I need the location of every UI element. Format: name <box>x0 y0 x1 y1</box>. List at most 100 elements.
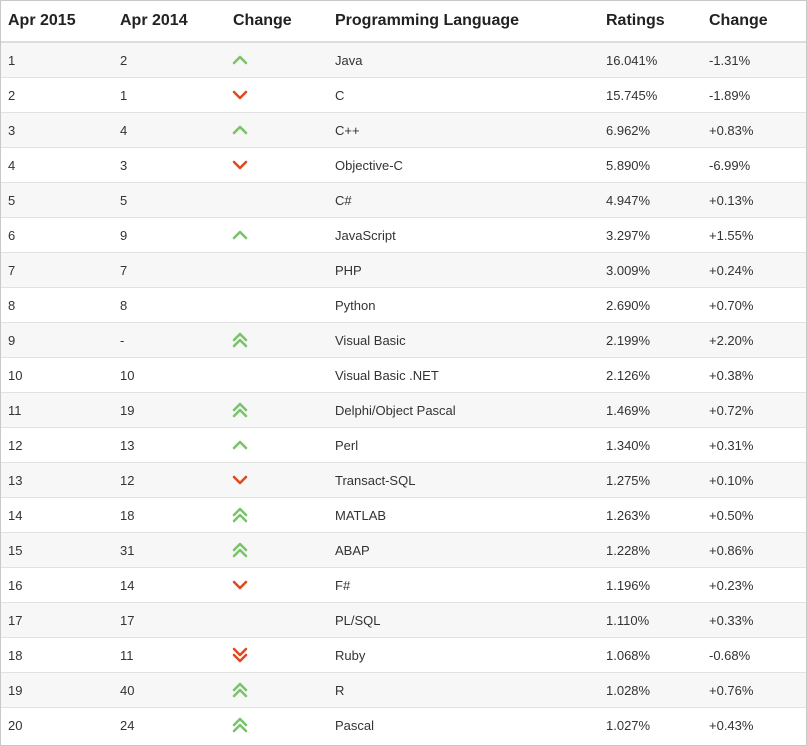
rating: 2.690% <box>599 287 702 323</box>
change-cell <box>226 77 328 113</box>
rating-change: -6.99% <box>702 147 806 183</box>
change-icon <box>232 507 248 523</box>
change-cell <box>226 392 328 428</box>
rating-change: -1.89% <box>702 77 806 113</box>
rank-current: 14 <box>1 497 113 533</box>
language: Objective-C <box>328 147 599 183</box>
column-header: Ratings <box>599 1 702 43</box>
rating: 1.068% <box>599 637 702 673</box>
rank-previous: 19 <box>113 392 226 428</box>
rating-change: +0.10% <box>702 462 806 498</box>
rating: 16.041% <box>599 41 702 78</box>
language: PHP <box>328 252 599 288</box>
change-icon <box>232 682 248 698</box>
rating-change: +0.13% <box>702 182 806 218</box>
header-row: Apr 2015 Apr 2014 Change Programming Langua… <box>1 1 806 43</box>
rating: 1.196% <box>599 567 702 603</box>
rank-current: 15 <box>1 532 113 568</box>
change-cell <box>226 567 328 603</box>
table-row: 4 3 Objective-C 5.890% -6.99% <box>1 147 806 183</box>
change-cell <box>226 497 328 533</box>
rating-change: +0.43% <box>702 707 806 742</box>
column-header: Programming Language <box>328 1 599 43</box>
rating: 3.297% <box>599 217 702 253</box>
change-cell <box>226 147 328 183</box>
table-row: 13 12 Transact-SQL 1.275% +0.10% <box>1 462 806 498</box>
rank-previous: 40 <box>113 672 226 708</box>
rating-change: +1.55% <box>702 217 806 253</box>
change-icon <box>232 717 248 733</box>
table-row: 16 14 F# 1.196% +0.23% <box>1 567 806 603</box>
change-icon <box>232 125 248 135</box>
table-row: 6 9 JavaScript 3.297% +1.55% <box>1 217 806 253</box>
rank-current: 4 <box>1 147 113 183</box>
rating: 4.947% <box>599 182 702 218</box>
rank-current: 6 <box>1 217 113 253</box>
rating: 3.009% <box>599 252 702 288</box>
rank-current: 7 <box>1 252 113 288</box>
change-icon <box>232 55 248 65</box>
rank-current: 9 <box>1 322 113 358</box>
rating-change: +0.24% <box>702 252 806 288</box>
rank-current: 16 <box>1 567 113 603</box>
change-cell <box>226 322 328 358</box>
column-header: Change <box>226 1 328 43</box>
language: Transact-SQL <box>328 462 599 498</box>
language: Visual Basic .NET <box>328 357 599 393</box>
rating: 15.745% <box>599 77 702 113</box>
language: Delphi/Object Pascal <box>328 392 599 428</box>
column-header: Apr 2014 <box>113 1 226 43</box>
column-header: Change <box>702 1 806 43</box>
rating: 1.028% <box>599 672 702 708</box>
rating: 6.962% <box>599 112 702 148</box>
rank-current: 19 <box>1 672 113 708</box>
rank-previous: 8 <box>113 287 226 323</box>
rank-current: 10 <box>1 357 113 393</box>
table-row: 14 18 MATLAB 1.263% +0.50% <box>1 497 806 533</box>
change-cell <box>226 427 328 463</box>
table-row: 12 13 Perl 1.340% +0.31% <box>1 427 806 463</box>
language: C++ <box>328 112 599 148</box>
rating: 1.263% <box>599 497 702 533</box>
rating-change: +0.33% <box>702 602 806 638</box>
change-cell <box>226 602 328 638</box>
change-icon <box>232 402 248 418</box>
rank-previous: 2 <box>113 41 226 78</box>
rank-previous: 3 <box>113 147 226 183</box>
rank-current: 8 <box>1 287 113 323</box>
rank-previous: - <box>113 322 226 358</box>
change-icon <box>232 160 248 170</box>
change-cell <box>226 532 328 568</box>
rating-change: -0.68% <box>702 637 806 673</box>
change-cell <box>226 217 328 253</box>
table-row: 2 1 C 15.745% -1.89% <box>1 77 806 113</box>
rating-change: +0.70% <box>702 287 806 323</box>
rank-current: 11 <box>1 392 113 428</box>
rating-change: +0.76% <box>702 672 806 708</box>
table-body: 1 2 Java 16.041% -1.31% 2 1 C 15.745% -1.89% 3 4 C++… <box>1 41 806 742</box>
rating-change: +0.38% <box>702 357 806 393</box>
change-icon <box>232 647 248 663</box>
rating: 1.027% <box>599 707 702 742</box>
rating-change: +0.72% <box>702 392 806 428</box>
rank-previous: 31 <box>113 532 226 568</box>
rating-change: -1.31% <box>702 41 806 78</box>
language: MATLAB <box>328 497 599 533</box>
rank-previous: 14 <box>113 567 226 603</box>
table-row: 7 7 PHP 3.009% +0.24% <box>1 252 806 288</box>
rank-previous: 11 <box>113 637 226 673</box>
rating: 5.890% <box>599 147 702 183</box>
language: Python <box>328 287 599 323</box>
change-cell <box>226 41 328 78</box>
rating: 1.340% <box>599 427 702 463</box>
rank-current: 1 <box>1 41 113 78</box>
rating: 1.469% <box>599 392 702 428</box>
table-row: 8 8 Python 2.690% +0.70% <box>1 287 806 323</box>
table-row: 11 19 Delphi/Object Pascal 1.469% +0.72% <box>1 392 806 428</box>
change-icon <box>232 440 248 450</box>
language: Java <box>328 41 599 78</box>
rank-current: 12 <box>1 427 113 463</box>
rating-change: +0.83% <box>702 112 806 148</box>
change-cell <box>226 672 328 708</box>
